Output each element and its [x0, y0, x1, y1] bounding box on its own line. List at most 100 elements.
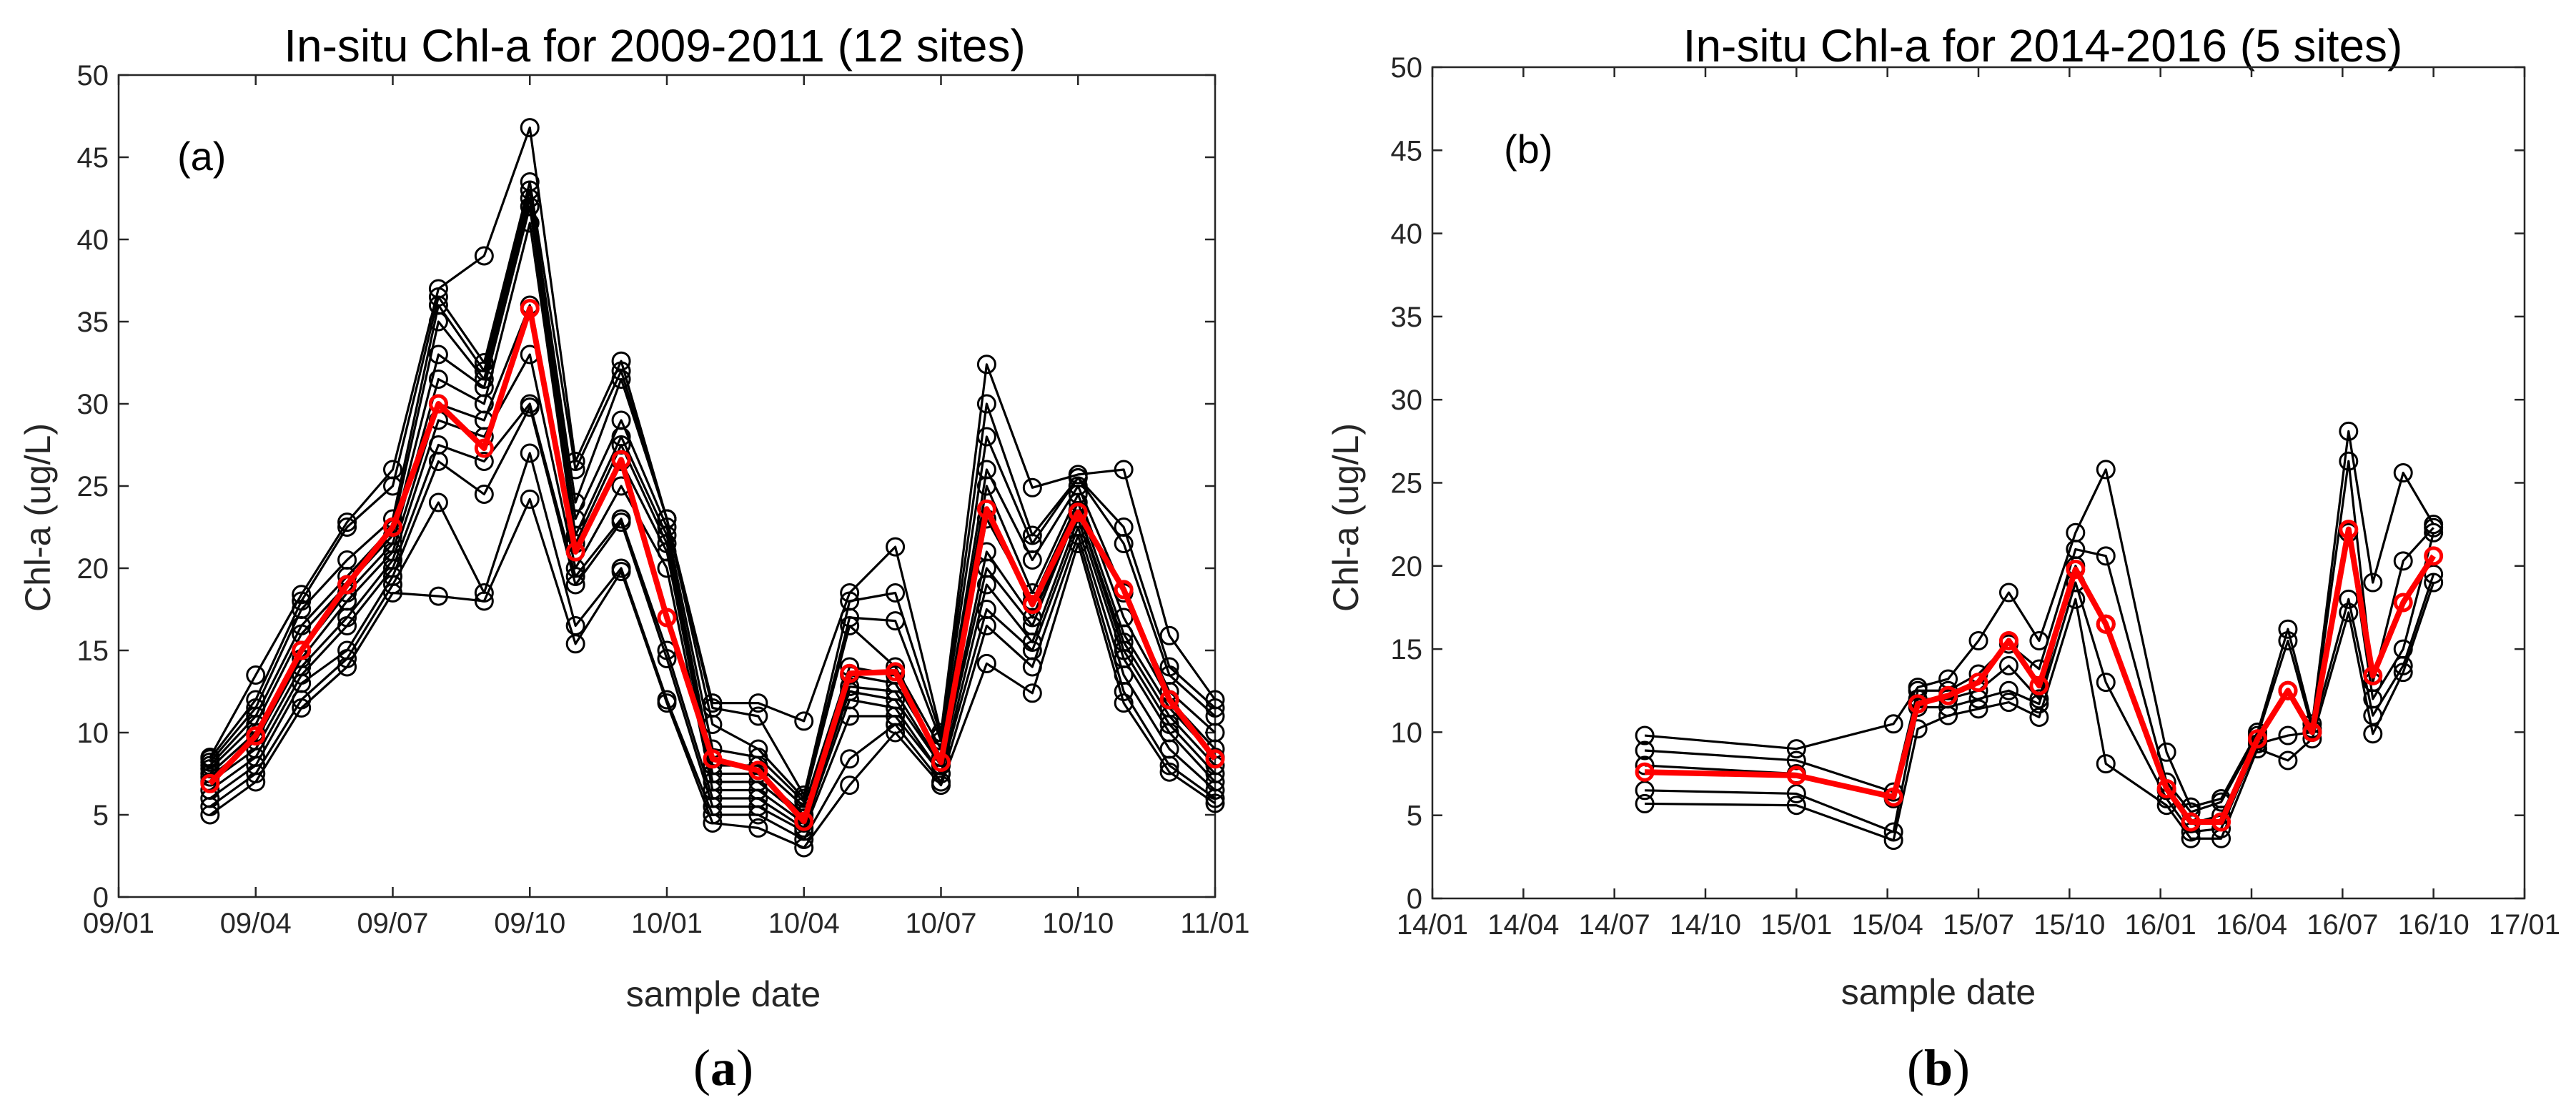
site-line-a [209, 180, 1217, 797]
figure-caption-a: (a) [693, 1039, 753, 1096]
site-point-a [840, 583, 860, 603]
site-point-b [2029, 707, 2049, 727]
site-point-a [246, 690, 266, 710]
xtick-label-b: 16/07 [2307, 909, 2378, 941]
mean-point-b [2066, 559, 2086, 579]
mean-point-b [2302, 722, 2322, 742]
site-point-b [1968, 630, 1988, 650]
chart-panel-b: In-situ Chl-a for 2014-2016 (5 sites) (b… [1288, 0, 2576, 1100]
site-point-b [1635, 781, 1655, 801]
site-point-b [2339, 451, 2359, 471]
site-point-b [2096, 754, 2116, 774]
site-point-b [2066, 522, 2086, 542]
site-point-a [976, 653, 996, 673]
xtick-label-a: 10/07 [905, 908, 976, 939]
mean-point-b [2181, 812, 2201, 832]
ytick-label-b: 30 [1391, 385, 1423, 416]
site-line-a [209, 189, 1217, 800]
site-series-a [200, 118, 1225, 767]
xtick-label-a: 11/01 [1180, 908, 1249, 939]
site-point-b [2278, 750, 2298, 771]
site-point-a [428, 279, 448, 299]
axes-frame-a [117, 74, 1217, 898]
site-point-a [703, 693, 723, 713]
ytick-label-b: 15 [1391, 634, 1423, 665]
site-point-b [2363, 724, 2383, 744]
mean-point-b [2211, 812, 2231, 832]
mean-point-a [337, 575, 357, 595]
site-point-a [1205, 793, 1225, 813]
xtick-label-b: 15/04 [1852, 909, 1923, 941]
mean-point-a [1022, 595, 1042, 615]
mean-point-a [428, 394, 448, 414]
site-series-b [1635, 421, 2444, 817]
xtick-label-a: 09/01 [83, 908, 154, 939]
site-point-a [1022, 525, 1042, 545]
mean-point-a [931, 752, 951, 772]
chart-panel-a: In-situ Chl-a for 2009-2011 (12 sites) (… [18, 20, 1250, 1096]
site-point-a [428, 370, 448, 389]
xtick-label-b: 14/10 [1670, 909, 1741, 941]
mean-point-b [2424, 546, 2444, 566]
mean-point-a [292, 640, 312, 660]
site-point-b [1998, 655, 2018, 675]
site-point-b [1635, 740, 1655, 760]
site-point-a [337, 550, 357, 570]
xtick-label-b: 16/10 [2398, 909, 2470, 941]
ytick-label-b: 25 [1391, 468, 1423, 500]
site-point-a [976, 394, 996, 414]
site-point-a [428, 492, 448, 512]
mean-point-b [1968, 673, 1988, 693]
site-point-a [657, 509, 677, 529]
ytick-label-a: 35 [77, 307, 109, 338]
ytick-label-a: 20 [77, 553, 109, 585]
ytick-label-a: 45 [77, 142, 109, 174]
mean-point-b [1883, 787, 1903, 807]
site-point-a [657, 690, 677, 710]
site-point-b [2156, 742, 2176, 762]
ytick-label-a: 10 [77, 718, 109, 749]
xtick-label-b: 14/04 [1487, 909, 1559, 941]
site-point-b [1786, 796, 1806, 816]
xtick-label-a: 09/07 [357, 908, 428, 939]
mean-point-a [794, 811, 814, 831]
mean-point-b [1786, 765, 1806, 786]
site-point-a [565, 616, 585, 635]
xtick-label-b: 15/01 [1760, 909, 1832, 941]
site-point-a [748, 693, 768, 713]
site-point-b [2393, 551, 2413, 571]
site-point-a [246, 665, 266, 685]
site-point-b [2393, 463, 2413, 483]
site-point-a [1114, 693, 1134, 713]
site-point-a [1114, 517, 1134, 537]
xtick-label-b: 14/01 [1397, 909, 1468, 941]
ytick-label-b: 40 [1391, 219, 1423, 250]
site-point-b [2278, 725, 2298, 745]
site-point-b [1883, 822, 1903, 842]
site-point-a [1205, 690, 1225, 710]
site-point-a [1068, 465, 1088, 485]
mean-line-b [1645, 526, 2437, 826]
xtick-label-a: 10/10 [1042, 908, 1114, 939]
site-point-a [474, 583, 494, 603]
ytick-label-a: 30 [77, 389, 109, 420]
site-point-b [2096, 460, 2116, 480]
site-point-b [1786, 739, 1806, 759]
ytick-label-a: 15 [77, 635, 109, 667]
site-point-a [520, 443, 540, 463]
axes-frame-b [1431, 66, 2526, 900]
caption-a-close: ) [736, 1039, 753, 1096]
site-point-b [1968, 699, 1988, 719]
mean-point-b [2247, 729, 2267, 749]
ytick-label-a: 40 [77, 224, 109, 256]
site-point-a [337, 517, 357, 537]
site-point-a [565, 452, 585, 471]
mean-point-a [748, 760, 768, 781]
mean-series-b [1635, 520, 2444, 832]
ytick-label-a: 25 [77, 471, 109, 502]
xtick-label-b: 17/01 [2489, 909, 2560, 941]
mean-line-a [207, 305, 1218, 825]
site-point-b [1883, 714, 1903, 734]
site-point-b [2029, 630, 2049, 650]
site-point-a [474, 485, 494, 504]
